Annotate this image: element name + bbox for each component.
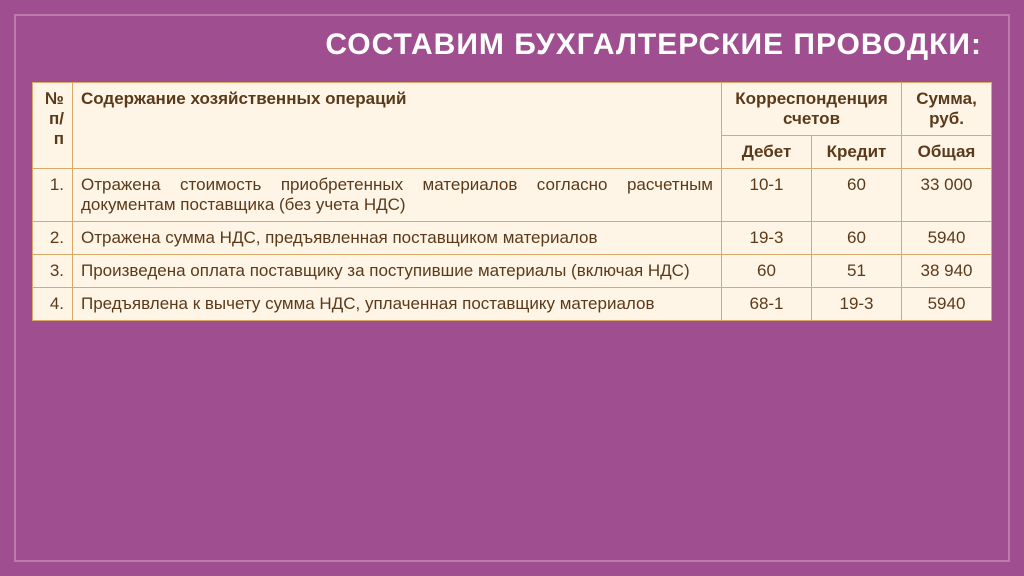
cell-debit: 10-1	[722, 169, 812, 222]
cell-num: 4.	[33, 288, 73, 321]
cell-sum: 33 000	[902, 169, 992, 222]
cell-credit: 60	[812, 169, 902, 222]
header-sum: Сумма, руб.	[902, 83, 992, 136]
table-row: 3. Произведена оплата поставщику за пост…	[33, 255, 992, 288]
table-row: 2. Отражена сумма НДС, предъявленная пос…	[33, 222, 992, 255]
cell-debit: 19-3	[722, 222, 812, 255]
header-num: № п/п	[33, 83, 73, 169]
table-body: 1. Отражена стоимость приобретенных мате…	[33, 169, 992, 321]
cell-credit: 51	[812, 255, 902, 288]
cell-sum: 5940	[902, 288, 992, 321]
table-header: № п/п Содержание хозяйственных операций …	[33, 83, 992, 169]
table-row: 1. Отражена стоимость приобретенных мате…	[33, 169, 992, 222]
header-corr: Корреспонденция счетов	[722, 83, 902, 136]
slide-title: СОСТАВИМ БУХГАЛТЕРСКИЕ ПРОВОДКИ:	[32, 28, 992, 62]
cell-debit: 60	[722, 255, 812, 288]
cell-num: 1.	[33, 169, 73, 222]
cell-sum: 5940	[902, 222, 992, 255]
cell-sum: 38 940	[902, 255, 992, 288]
header-credit: Кредит	[812, 136, 902, 169]
cell-desc: Отражена сумма НДС, предъявленная постав…	[73, 222, 722, 255]
header-desc: Содержание хозяйственных операций	[73, 83, 722, 169]
table-row: 4. Предъявлена к вычету сумма НДС, уплач…	[33, 288, 992, 321]
cell-desc: Предъявлена к вычету сумма НДС, уплаченн…	[73, 288, 722, 321]
cell-num: 2.	[33, 222, 73, 255]
header-total: Общая	[902, 136, 992, 169]
cell-credit: 60	[812, 222, 902, 255]
accounting-table: № п/п Содержание хозяйственных операций …	[32, 82, 992, 321]
cell-desc: Отражена стоимость приобретенных материа…	[73, 169, 722, 222]
slide: СОСТАВИМ БУХГАЛТЕРСКИЕ ПРОВОДКИ: № п/п С…	[0, 0, 1024, 576]
cell-num: 3.	[33, 255, 73, 288]
header-debit: Дебет	[722, 136, 812, 169]
cell-debit: 68-1	[722, 288, 812, 321]
cell-desc: Произведена оплата поставщику за поступи…	[73, 255, 722, 288]
cell-credit: 19-3	[812, 288, 902, 321]
